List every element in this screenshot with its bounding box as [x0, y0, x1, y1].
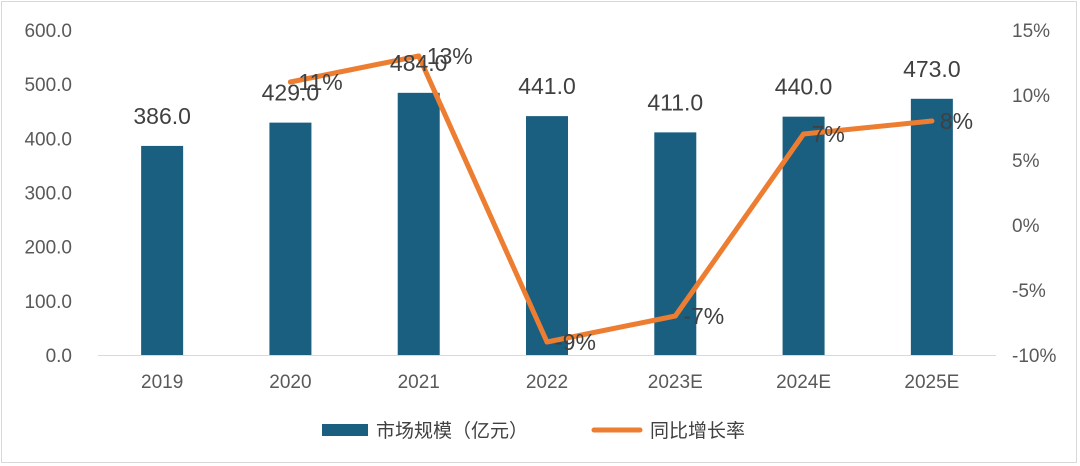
- line-data-label: 7%: [812, 121, 845, 147]
- y-right-tick-label: 0%: [1012, 216, 1040, 237]
- y-left-tick-label: 200.0: [24, 238, 72, 259]
- bar: [397, 92, 440, 355]
- growth-rate-point: [929, 118, 935, 124]
- y-left-tick-label: 300.0: [24, 184, 72, 205]
- line-data-label: 11%: [298, 69, 342, 95]
- y-right-tick-label: 5%: [1012, 151, 1040, 172]
- x-tick-label: 2023E: [648, 372, 703, 393]
- bar-data-label: 429.0: [262, 80, 320, 106]
- bar: [141, 145, 184, 355]
- x-tick-label: 2020: [269, 372, 311, 393]
- y-left-tick-label: 500.0: [24, 75, 72, 96]
- x-tick-label: 2022: [526, 372, 568, 393]
- line-data-label: 13%: [427, 43, 473, 69]
- line-data-label: -9%: [555, 329, 596, 355]
- bar: [526, 116, 568, 355]
- bar-data-label: 411.0: [647, 89, 703, 115]
- y-right-tick-label: 10%: [1012, 86, 1050, 107]
- y-right-tick-label: 15%: [1012, 21, 1050, 42]
- bar: [269, 122, 312, 355]
- bar-data-label: 440.0: [775, 74, 833, 100]
- growth-rate-line: [287, 53, 935, 345]
- bar: [910, 98, 953, 356]
- x-tick-label: 2021: [398, 372, 440, 393]
- y-left-tick-label: 600.0: [24, 21, 72, 42]
- growth-rate-point: [544, 339, 550, 345]
- x-tick-label: 2025E: [904, 372, 959, 393]
- legend-label-line: 同比增长率: [650, 420, 745, 442]
- growth-rate-point: [416, 53, 422, 59]
- y-left-tick-label: 0.0: [46, 346, 72, 367]
- growth-rate-point: [801, 131, 807, 137]
- y-left-tick-label: 400.0: [24, 129, 72, 150]
- line-data-label: 8%: [940, 108, 973, 134]
- line-data-label: -7%: [683, 303, 724, 329]
- y-right-tick-label: -10%: [1012, 346, 1056, 367]
- y-right-tick-label: -5%: [1012, 281, 1046, 302]
- bar-data-label: 386.0: [133, 103, 191, 129]
- growth-rate-point: [287, 79, 293, 85]
- growth-rate-point: [672, 313, 678, 319]
- bar-data-label: 473.0: [903, 56, 961, 82]
- legend-label-bar: 市场规模（亿元）: [376, 420, 528, 442]
- x-tick-label: 2024E: [776, 372, 831, 393]
- legend-swatch-bar: [322, 424, 368, 436]
- bar-data-label: 484.0: [390, 50, 448, 76]
- bar-data-label: 441.0: [518, 73, 576, 99]
- y-left-tick-label: 100.0: [24, 292, 72, 313]
- x-tick-label: 2019: [141, 372, 183, 393]
